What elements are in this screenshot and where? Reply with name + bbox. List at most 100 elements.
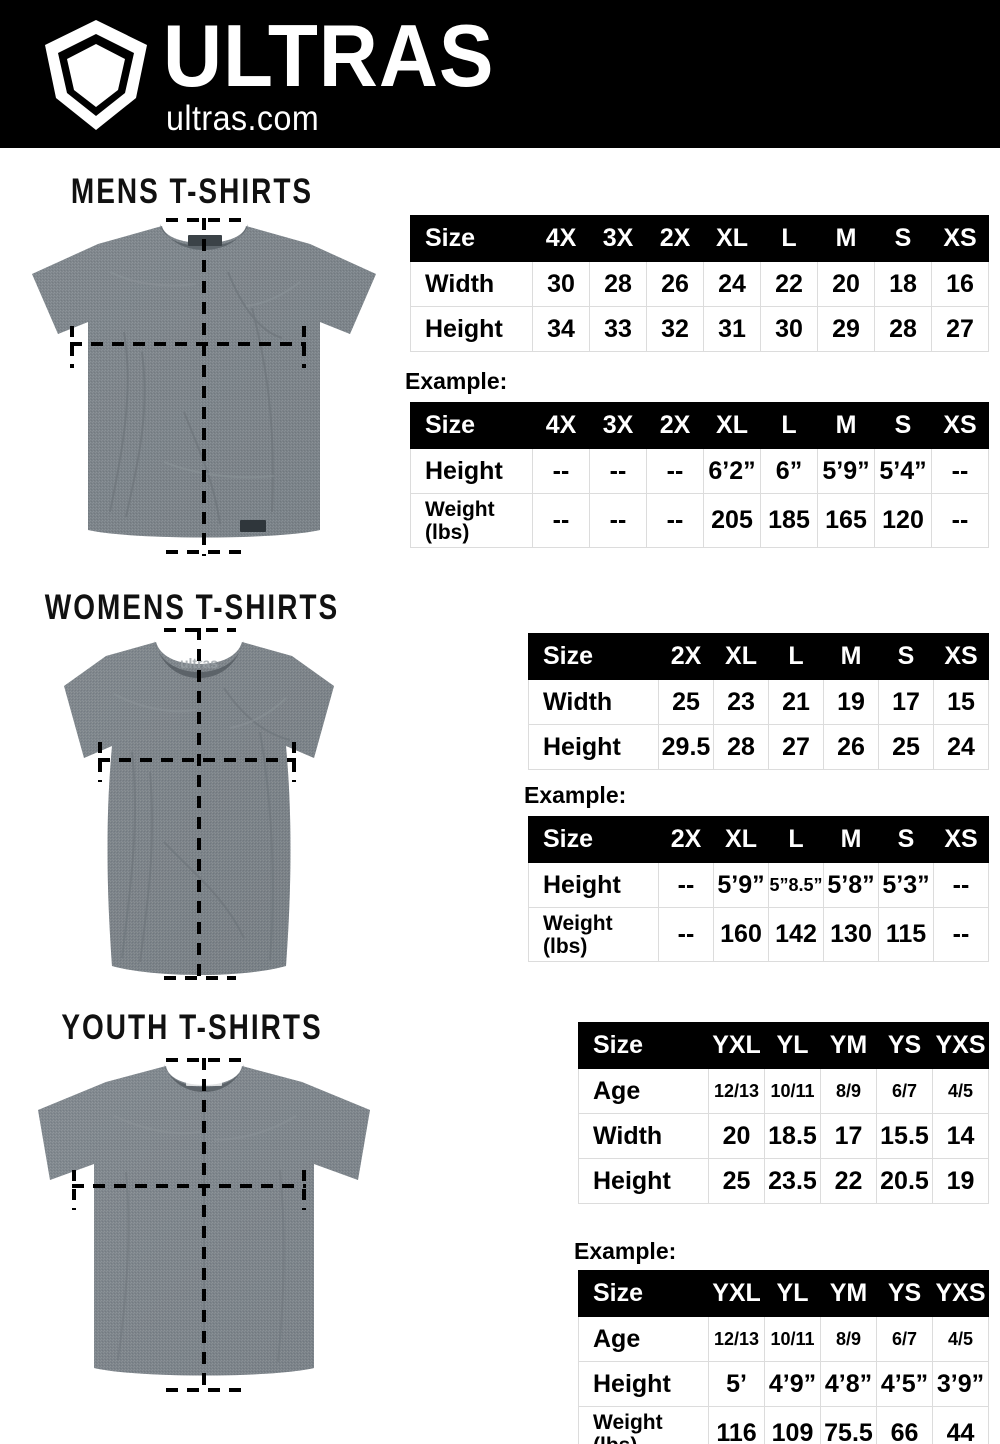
cell: 12/13 bbox=[708, 1316, 765, 1362]
cell: 185 bbox=[760, 493, 818, 548]
column-header: 3X bbox=[589, 215, 647, 262]
cell: 25 bbox=[708, 1158, 765, 1204]
row-label-line2: (lbs) bbox=[593, 1434, 637, 1444]
section-title-womens: WOMENS T-SHIRTS bbox=[44, 588, 340, 627]
cell: 18.5 bbox=[764, 1113, 821, 1159]
cell: -- bbox=[589, 493, 647, 548]
mens-tshirt-illustration bbox=[14, 212, 394, 562]
column-header: 4X bbox=[532, 402, 590, 449]
cell: 15 bbox=[933, 679, 989, 725]
cell: -- bbox=[589, 448, 647, 494]
column-header: XS bbox=[933, 633, 989, 680]
cell: 26 bbox=[823, 724, 879, 770]
cell: 142 bbox=[768, 907, 824, 962]
cell: 20 bbox=[817, 261, 875, 307]
column-header: XS bbox=[933, 816, 989, 863]
cell: 23.5 bbox=[764, 1158, 821, 1204]
table-row: Height 5’ 4’9” 4’8” 4’5” 3’9” bbox=[578, 1361, 989, 1407]
cell: 20 bbox=[708, 1113, 765, 1159]
cell: 12/13 bbox=[708, 1068, 765, 1114]
brand-name: ULTRAS bbox=[163, 6, 495, 105]
cell: 29 bbox=[817, 306, 875, 352]
cell: 28 bbox=[713, 724, 769, 770]
cell: 4’9” bbox=[764, 1361, 821, 1407]
column-header: M bbox=[817, 402, 875, 449]
cell: 31 bbox=[703, 306, 761, 352]
youth-example-label: Example: bbox=[574, 1238, 677, 1264]
column-header: XL bbox=[713, 816, 769, 863]
table-row: Width 20 18.5 17 15.5 14 bbox=[578, 1113, 989, 1159]
cell: 3’9” bbox=[932, 1361, 989, 1407]
column-header: 2X bbox=[658, 816, 714, 863]
column-header: YXL bbox=[708, 1270, 765, 1317]
section-title-mens: MENS T-SHIRTS bbox=[70, 172, 314, 211]
cell: 6” bbox=[760, 448, 818, 494]
cell: 30 bbox=[760, 306, 818, 352]
column-header: YXL bbox=[708, 1022, 765, 1069]
column-header: M bbox=[823, 816, 879, 863]
table-row: Width 30 28 26 24 22 20 18 16 bbox=[410, 261, 989, 307]
cell: 130 bbox=[823, 907, 879, 962]
row-label: Height bbox=[528, 724, 659, 770]
womens-example-label: Example: bbox=[524, 782, 627, 808]
table-row: Height 29.5 28 27 26 25 24 bbox=[528, 724, 989, 770]
cell: 27 bbox=[768, 724, 824, 770]
table-row: Weight (lbs) -- -- -- 205 185 165 120 -- bbox=[410, 493, 989, 548]
table-row: Height -- 5’9” 5”8.5” 5’8” 5’3” -- bbox=[528, 862, 989, 908]
column-header: L bbox=[768, 633, 824, 680]
youth-size-table: Size YXL YL YM YS YXS Age 12/13 10/11 8/… bbox=[578, 1022, 989, 1204]
table-row: Age 12/13 10/11 8/9 6/7 4/5 bbox=[578, 1068, 989, 1114]
cell: -- bbox=[931, 493, 989, 548]
cell: 4/5 bbox=[932, 1316, 989, 1362]
cell: 10/11 bbox=[764, 1068, 821, 1114]
cell: 165 bbox=[817, 493, 875, 548]
womens-tshirt-illustration: ultras bbox=[24, 622, 374, 990]
column-header: 2X bbox=[646, 402, 704, 449]
column-header: XL bbox=[713, 633, 769, 680]
column-header: L bbox=[768, 816, 824, 863]
table-row: Weight (lbs) 116 109 75.5 66 44 bbox=[578, 1406, 989, 1444]
column-header: Size bbox=[578, 1022, 709, 1069]
cell: 15.5 bbox=[876, 1113, 933, 1159]
brand-header: ULTRAS ultras.com bbox=[0, 0, 1000, 148]
cell: -- bbox=[532, 493, 590, 548]
cell: -- bbox=[658, 907, 714, 962]
cell: 8/9 bbox=[820, 1068, 877, 1114]
cell: 5”8.5” bbox=[768, 862, 824, 908]
table-header-row: Size 4X 3X 2X XL L M S XS bbox=[410, 215, 989, 262]
cell: 5’9” bbox=[713, 862, 769, 908]
cell: 24 bbox=[933, 724, 989, 770]
cell: 160 bbox=[713, 907, 769, 962]
cell: 4/5 bbox=[932, 1068, 989, 1114]
cell: 44 bbox=[932, 1406, 989, 1444]
row-label-line2: (lbs) bbox=[425, 520, 470, 544]
cell: 18 bbox=[874, 261, 932, 307]
row-label: Height bbox=[410, 306, 533, 352]
column-header: 4X bbox=[532, 215, 590, 262]
mens-example-table: Size 4X 3X 2X XL L M S XS Height -- -- -… bbox=[410, 402, 989, 548]
column-header: Size bbox=[410, 402, 533, 449]
row-label: Height bbox=[578, 1361, 709, 1407]
table-row: Height 34 33 32 31 30 29 28 27 bbox=[410, 306, 989, 352]
row-label-line2: (lbs) bbox=[543, 934, 588, 958]
cell: -- bbox=[933, 862, 989, 908]
cell: 34 bbox=[532, 306, 590, 352]
cell: 6/7 bbox=[876, 1068, 933, 1114]
table-header-row: Size YXL YL YM YS YXS bbox=[578, 1270, 989, 1317]
column-header: M bbox=[817, 215, 875, 262]
cell: 115 bbox=[878, 907, 934, 962]
cell: 120 bbox=[874, 493, 932, 548]
row-label-line1: Weight bbox=[543, 911, 613, 935]
cell: 16 bbox=[931, 261, 989, 307]
row-label: Height bbox=[578, 1158, 709, 1204]
column-header: Size bbox=[410, 215, 533, 262]
cell: 6’2” bbox=[703, 448, 761, 494]
pentagon-shield-logo-icon bbox=[36, 14, 156, 134]
column-header: YL bbox=[764, 1270, 821, 1317]
cell: 109 bbox=[764, 1406, 821, 1444]
cell: 5’4” bbox=[874, 448, 932, 494]
cell: 116 bbox=[708, 1406, 765, 1444]
svg-text:ultras: ultras bbox=[180, 655, 218, 671]
mens-size-table: Size 4X 3X 2X XL L M S XS Width 30 28 26… bbox=[410, 215, 989, 352]
